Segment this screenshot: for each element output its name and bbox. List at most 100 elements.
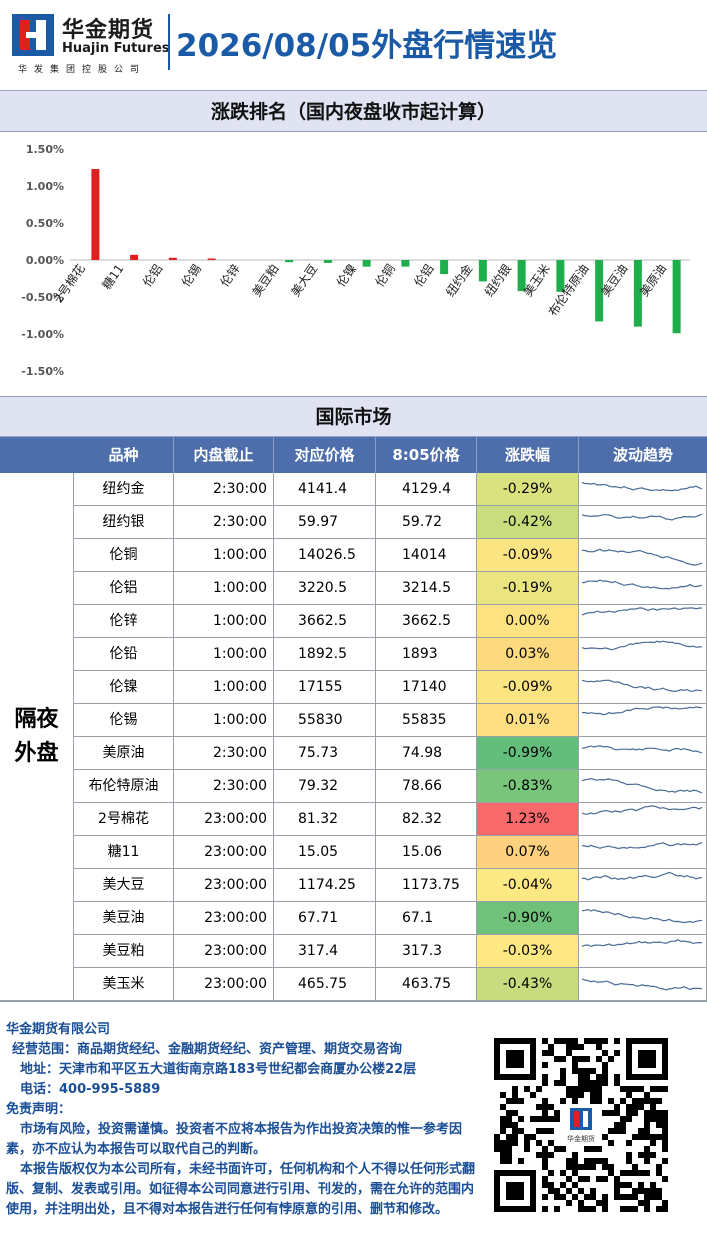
category-label: 2号棉花 — [51, 261, 88, 305]
cell-trend — [579, 902, 707, 934]
category-label: 伦镍 — [333, 261, 359, 289]
cell-price: 1892.5 — [274, 638, 376, 670]
cell-price-805: 55835 — [376, 704, 477, 736]
market-section-title: 国际市场 — [0, 396, 707, 437]
col-header-trend: 波动趋势 — [612, 446, 673, 464]
cell-price: 4141.4 — [274, 473, 376, 505]
page-title: 2026/08/05外盘行情速览 — [176, 28, 558, 64]
table-row: 伦镍 1:00:00 17155 17140 -0.09% — [74, 671, 707, 704]
cell-trend — [579, 869, 707, 901]
cell-change: -0.03% — [477, 935, 579, 967]
cell-price-805: 3662.5 — [376, 605, 477, 637]
cell-name: 伦锡 — [74, 704, 174, 736]
cell-change: -0.43% — [477, 968, 579, 1000]
cell-price-805: 78.66 — [376, 770, 477, 802]
category-label: 美大豆 — [288, 262, 320, 300]
sparkline — [581, 640, 703, 651]
cell-trend — [579, 638, 707, 670]
category-label: 伦铝 — [139, 261, 165, 289]
cell-trend — [579, 737, 707, 769]
ranking-bar-chart: 1.50% 1.00% 0.50% 0.00% -0.50% -1.00% -1.50% 2号… — [21, 143, 690, 378]
disclaimer-paragraph-1: 市场有风险，投资需谨慎。投资者不应将本报告为作出投资决策的惟一参考因素，亦不应认… — [6, 1122, 463, 1157]
cell-price: 1174.25 — [274, 869, 376, 901]
logo-chinese: 华金期货 — [62, 18, 155, 43]
cell-price: 79.32 — [274, 770, 376, 802]
cell-name: 美豆粕 — [74, 935, 174, 967]
cell-trend — [579, 539, 707, 571]
cell-change: -0.42% — [477, 506, 579, 538]
cell-change: -0.09% — [477, 539, 579, 571]
table-row: 2号棉花 23:00:00 81.32 82.32 1.23% — [74, 803, 707, 836]
bar — [285, 260, 294, 263]
cell-price-805: 17140 — [376, 671, 477, 703]
cell-change: 1.23% — [477, 803, 579, 835]
cell-price-805: 4129.4 — [376, 473, 477, 505]
category-label: 伦锌 — [217, 261, 243, 289]
sparkline — [581, 777, 703, 794]
sparkline — [581, 607, 703, 616]
bar — [130, 254, 139, 260]
cell-trend — [579, 572, 707, 604]
table-row: 伦锡 1:00:00 55830 55835 0.01% — [74, 704, 707, 737]
cell-name: 伦铅 — [74, 638, 174, 670]
cell-cutoff: 23:00:00 — [174, 968, 274, 1000]
group-label-text: 隔夜外盘 — [14, 706, 59, 766]
cell-trend — [579, 605, 707, 637]
cell-trend — [579, 836, 707, 868]
phone: 电话：400-995-5889 — [20, 1082, 161, 1097]
sparkline — [582, 871, 703, 881]
disclaimer-title: 免责声明： — [6, 1102, 72, 1117]
bar — [517, 260, 526, 292]
header: 华金期货 Huajin Futures 华发集团控股公司 2026/08/05外… — [0, 0, 707, 88]
bar — [556, 260, 565, 292]
cell-name: 美大豆 — [74, 869, 174, 901]
table-row: 纽约金 2:30:00 4141.4 4129.4 -0.29% — [74, 473, 707, 506]
cell-change: 0.03% — [477, 638, 579, 670]
bar — [401, 260, 410, 267]
sparkline — [581, 679, 703, 693]
cell-name: 纽约金 — [74, 473, 174, 505]
cell-price-805: 82.32 — [376, 803, 477, 835]
cell-price: 81.32 — [274, 803, 376, 835]
sparkline — [581, 908, 703, 924]
cell-cutoff: 1:00:00 — [174, 572, 274, 604]
cell-cutoff: 1:00:00 — [174, 671, 274, 703]
cell-cutoff: 2:30:00 — [174, 506, 274, 538]
address: 地址：天津市和平区五大道街南京路183号世纪都会商厦办公楼22层 — [20, 1062, 417, 1077]
cell-cutoff: 1:00:00 — [174, 605, 274, 637]
cell-cutoff: 23:00:00 — [174, 935, 274, 967]
cell-price: 15.05 — [274, 836, 376, 868]
bar — [672, 260, 681, 334]
cell-price: 3662.5 — [274, 605, 376, 637]
cell-name: 美原油 — [74, 737, 174, 769]
cell-trend — [579, 506, 707, 538]
col-header-change: 涨跌幅 — [477, 437, 579, 473]
category-label: 美豆粕 — [249, 261, 282, 299]
cell-cutoff: 2:30:00 — [174, 473, 274, 505]
footer: 华金期货有限公司 经营范围：商品期货经纪、金融期货经纪、资产管理、期货交易咨询 … — [0, 1001, 707, 1259]
cell-trend — [579, 968, 707, 1000]
y-tick-label: 0.00% — [26, 254, 64, 267]
bar — [323, 260, 332, 263]
table-row: 伦铝 1:00:00 3220.5 3214.5 -0.19% — [74, 572, 707, 605]
cell-change: -0.29% — [477, 473, 579, 505]
cell-name: 美玉米 — [74, 968, 174, 1000]
cell-change: -0.09% — [477, 671, 579, 703]
disclaimer-paragraph-2: 本报告版权仅为本公司所有，未经书面许可，任何机构和个人不得以任何形式翻版、复制、… — [6, 1162, 476, 1217]
cell-price: 465.75 — [274, 968, 376, 1000]
cell-price-805: 59.72 — [376, 506, 477, 538]
header-divider — [168, 14, 170, 70]
cell-cutoff: 23:00:00 — [174, 836, 274, 868]
table-row: 伦铜 1:00:00 14026.5 14014 -0.09% — [74, 539, 707, 572]
cell-cutoff: 23:00:00 — [174, 902, 274, 934]
company-name: 华金期货有限公司 — [6, 1022, 111, 1037]
cell-price: 14026.5 — [274, 539, 376, 571]
bar — [91, 168, 100, 260]
cell-change: -0.04% — [477, 869, 579, 901]
cell-cutoff: 1:00:00 — [174, 539, 274, 571]
cell-price-805: 15.06 — [376, 836, 477, 868]
cell-trend — [579, 803, 707, 835]
cell-price-805: 463.75 — [376, 968, 477, 1000]
y-tick-label: 1.00% — [26, 180, 64, 193]
cell-name: 伦铝 — [74, 572, 174, 604]
